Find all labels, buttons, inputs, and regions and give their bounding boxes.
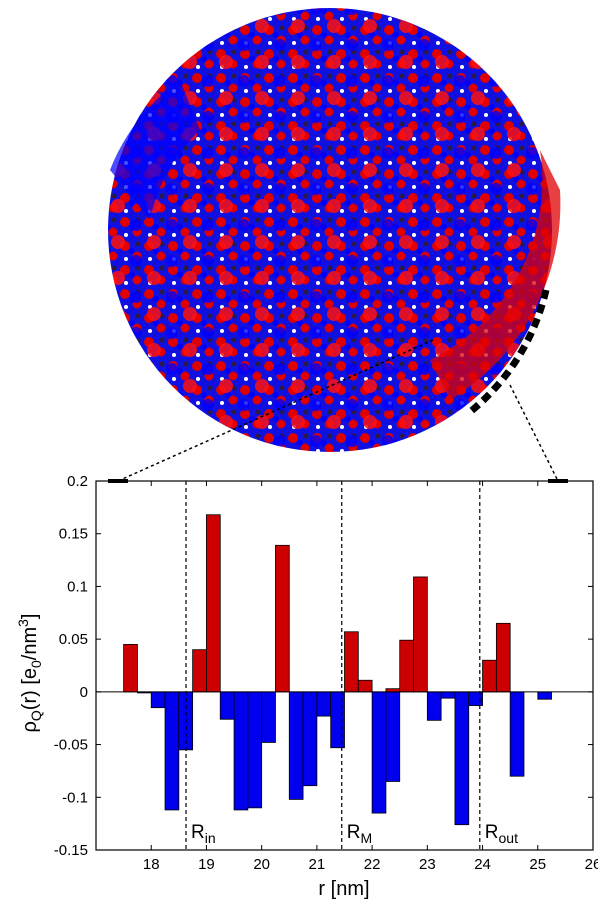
positive-bar-9 [482, 659, 497, 693]
negative-bar-9 [302, 691, 318, 787]
negative-bar-13 [385, 691, 401, 782]
x-tick-label: 18 [143, 856, 160, 873]
y-tick-label: 0 [80, 684, 88, 701]
positive-bar-0 [123, 644, 138, 693]
bracket-right [548, 479, 568, 483]
capsid-rendering [108, 8, 561, 482]
negative-bar-12 [371, 691, 387, 814]
y-tick-label: 0.2 [67, 473, 88, 490]
positive-bar-3 [275, 544, 290, 693]
capsid-red-region [430, 150, 561, 400]
negative-bar-15 [440, 691, 456, 699]
x-tick-label: 21 [309, 856, 326, 873]
negative-bar-19 [537, 691, 552, 700]
charge-density-chart: Rin RM Rout 18 19 20 21 22 23 24 25 26 0.20.150.10… [15, 473, 598, 900]
selected-arc [467, 289, 550, 415]
positive-bar-4 [344, 631, 359, 693]
y-tick-label: 0.15 [59, 526, 88, 543]
positive-bar-10 [495, 622, 511, 693]
y-axis-title: ρQ(r) [e0/nm3] [15, 614, 44, 733]
negative-bar-4 [219, 691, 235, 720]
x-tick-label: 24 [474, 856, 491, 873]
reference-lines-layer: Rin RM Rout [185, 481, 518, 850]
negative-bar-2 [164, 691, 180, 811]
y-ticks: 0.2 0.15 0.1 0.05 0 -0.05 -0.1 -0.15 [54, 473, 593, 859]
negative-bar-5 [233, 691, 249, 811]
y-tick-label: 0.05 [59, 631, 88, 648]
negative-bar-18 [509, 691, 525, 777]
x-tick-label: 19 [198, 856, 215, 873]
y-tick-label: -0.05 [54, 737, 88, 754]
x-tick-label: 25 [529, 856, 546, 873]
plot-frame [95, 480, 594, 851]
y-tick-label: -0.1 [62, 789, 88, 806]
zoom-guide-right [509, 384, 559, 482]
negative-bar-10 [316, 691, 332, 717]
negative-bar-14 [426, 691, 442, 721]
reference-label-out: Rout [485, 822, 518, 846]
negative-bar-6 [247, 691, 263, 809]
positive-bar-1 [192, 649, 207, 693]
x-axis-title: r [nm] [318, 878, 369, 900]
negative-bar-11 [330, 691, 345, 749]
x-tick-label: 20 [253, 856, 270, 873]
x-tick-label: 22 [364, 856, 381, 873]
y-tick-label: -0.15 [54, 842, 88, 859]
capsid-blue-region [110, 80, 200, 220]
negative-bar-8 [288, 691, 304, 800]
positive-bar-2 [206, 514, 221, 693]
reference-label-in: Rin [191, 822, 216, 846]
capsid-texture [108, 8, 552, 452]
reference-label-M: RM [347, 822, 372, 846]
x-tick-label: 26 [585, 856, 598, 873]
positive-bar-5 [357, 679, 373, 693]
negative-bar-1 [150, 691, 166, 709]
negative-bar-7 [261, 691, 276, 743]
negative-bar-16 [454, 691, 470, 826]
bars-layer [123, 514, 552, 826]
x-ticks: 18 19 20 21 22 23 24 25 26 [143, 481, 598, 873]
bracket-left [108, 479, 128, 483]
x-tick-label: 23 [419, 856, 436, 873]
y-tick-label: 0.1 [67, 578, 88, 595]
positive-bar-7 [399, 639, 414, 693]
negative-bar-17 [468, 691, 483, 706]
positive-bar-8 [413, 576, 428, 693]
